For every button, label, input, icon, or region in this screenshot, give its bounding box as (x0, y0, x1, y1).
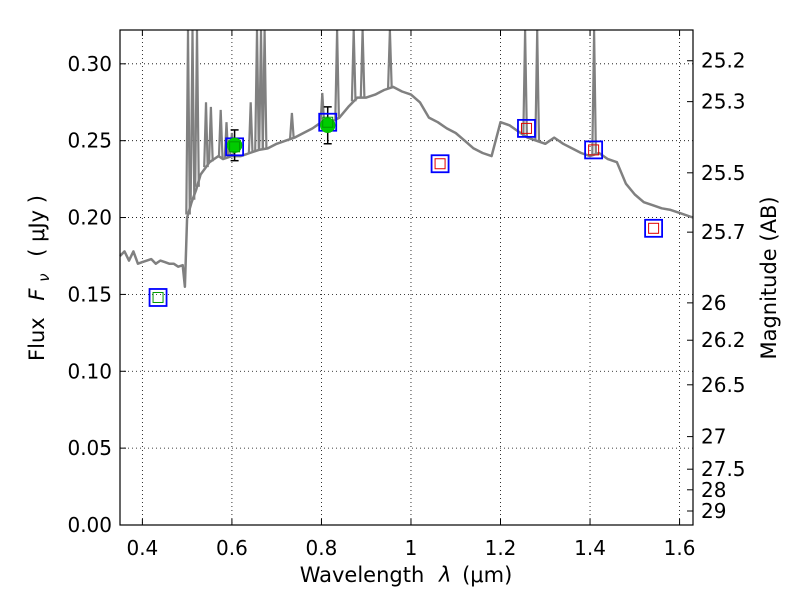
emission-line (217, 109, 224, 158)
x-tick-label: 1.2 (485, 536, 517, 560)
plot-frame (119, 29, 694, 526)
y-tick-label: 0.25 (67, 129, 112, 153)
emission-line (208, 106, 214, 162)
x-tick-label: 1.6 (664, 536, 696, 560)
x-tick-label: 0.4 (126, 536, 158, 560)
emission-line (591, 29, 597, 155)
model-flux-box (644, 218, 664, 238)
observed-flux-point (319, 117, 336, 134)
emission-line (189, 29, 196, 200)
inner-marker (588, 144, 600, 156)
y-axis-title: Flux F ν ( μJy ) (25, 195, 54, 361)
magnitude-tick-label: 27.5 (701, 457, 746, 481)
emission-line (334, 29, 340, 119)
spectrum-layer (119, 29, 694, 288)
emission-line (254, 29, 260, 151)
x-axis-symbol: λ (438, 563, 451, 587)
emission-line (247, 102, 254, 153)
inner-marker (520, 122, 532, 134)
model-flux-box (584, 140, 604, 160)
y-tick-label: 0.30 (67, 52, 112, 76)
magnitude-tick-label: 27 (701, 425, 726, 449)
y-tick-label: 0.00 (67, 513, 112, 537)
magnitude-tick-label: 25.3 (701, 90, 746, 114)
model-flux-box (148, 288, 168, 307)
spectrum-line (119, 85, 694, 288)
x-tick-label: 0.8 (306, 536, 338, 560)
y-tick-label: 0.10 (67, 359, 112, 383)
inner-marker (152, 291, 164, 303)
inner-marker (322, 116, 334, 128)
magnitude-tick-label: 26 (701, 291, 726, 315)
x-tick-label: 1.4 (574, 536, 606, 560)
y-axis-unit: ( μJy ) (25, 195, 49, 257)
magnitude-tick-label: 26.5 (701, 373, 746, 397)
magnitude-tick-label: 29 (701, 499, 726, 523)
tick-marks (120, 30, 693, 526)
x-tick-label: 1 (405, 536, 418, 560)
emission-line (359, 29, 366, 98)
x-axis-title: Wavelength λ (μm) (300, 563, 513, 587)
y-axis-label: Flux (25, 317, 49, 361)
magnitude-tick-label: 28 (701, 478, 726, 502)
x-tick-label: 0.6 (216, 536, 248, 560)
emission-line (534, 29, 541, 142)
magnitude-tick-label: 25.2 (701, 49, 746, 73)
model-flux-box (430, 154, 450, 174)
points-layer (148, 106, 664, 307)
magnitude-tick-label: 25.5 (701, 161, 746, 185)
emission-line (261, 29, 268, 149)
emission-line (319, 92, 326, 123)
emission-line (289, 112, 295, 139)
emission-line (350, 29, 357, 102)
x-axis-unit: (μm) (462, 563, 512, 587)
emission-line (387, 29, 393, 89)
y-axis-subscript: ν (35, 273, 53, 281)
x-axis-label: Wavelength (300, 563, 425, 587)
magnitude-tick-label: 25.7 (701, 220, 746, 244)
y-tick-label: 0.20 (67, 206, 112, 230)
y-tick-label: 0.15 (67, 282, 112, 306)
y-tick-label: 0.05 (67, 436, 112, 460)
right-axis-title: Magnitude (AB) (757, 196, 781, 359)
magnitude-tick-label: 26.2 (701, 328, 746, 352)
inner-marker (434, 158, 446, 170)
emission-line (185, 29, 191, 215)
y-axis-symbol: F (25, 288, 49, 301)
grid (120, 30, 693, 526)
tick-labels: 0.4 0.6 0.8 1 1.2 1.4 1.6 0.00 0.05 0.10 0.15 0.20 0… (67, 49, 745, 560)
model-flux-box (517, 118, 536, 138)
inner-marker (229, 141, 241, 153)
emission-line (203, 102, 209, 168)
inner-marker (648, 222, 660, 234)
emission-line (194, 29, 200, 187)
